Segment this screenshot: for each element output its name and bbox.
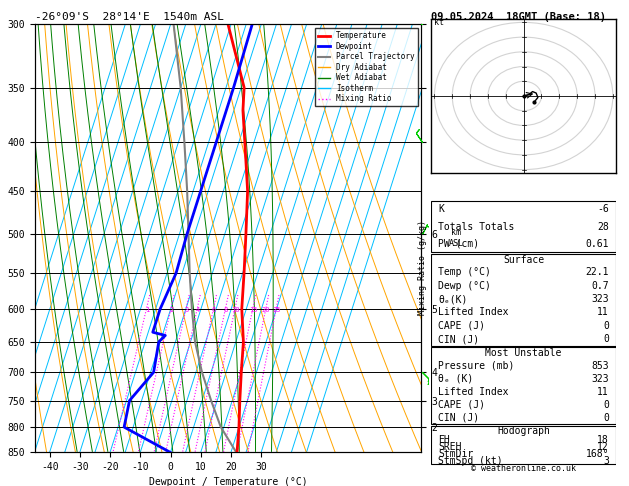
Text: Dewp (°C): Dewp (°C)	[438, 281, 491, 291]
Text: 4: 4	[196, 307, 200, 313]
Text: θₑ (K): θₑ (K)	[438, 374, 474, 384]
Text: Lifted Index: Lifted Index	[438, 308, 509, 317]
Text: CIN (J): CIN (J)	[438, 413, 479, 423]
Text: 6: 6	[212, 307, 216, 313]
Text: -26°09'S  28°14'E  1540m ASL: -26°09'S 28°14'E 1540m ASL	[35, 12, 223, 22]
Text: 323: 323	[591, 294, 609, 304]
Bar	[431, 347, 616, 424]
Text: θₑ(K): θₑ(K)	[438, 294, 468, 304]
Text: 0: 0	[603, 334, 609, 344]
Text: 0: 0	[603, 321, 609, 331]
Text: 28: 28	[598, 222, 609, 231]
Text: 0.7: 0.7	[591, 281, 609, 291]
Text: Pressure (mb): Pressure (mb)	[438, 361, 515, 371]
Bar	[431, 426, 616, 465]
Text: 0: 0	[603, 413, 609, 423]
Legend: Temperature, Dewpoint, Parcel Trajectory, Dry Adiabat, Wet Adiabat, Isotherm, Mi: Temperature, Dewpoint, Parcel Trajectory…	[315, 28, 418, 106]
Text: 2: 2	[169, 307, 174, 313]
Text: StmDir: StmDir	[438, 449, 474, 459]
Text: 8: 8	[224, 307, 228, 313]
Text: 20: 20	[262, 307, 270, 313]
Text: 10: 10	[231, 307, 240, 313]
Text: Hodograph: Hodograph	[497, 426, 550, 436]
Text: Mixing Ratio (g/kg): Mixing Ratio (g/kg)	[418, 220, 426, 315]
Text: 09.05.2024  18GMT (Base: 18): 09.05.2024 18GMT (Base: 18)	[431, 12, 606, 22]
Bar	[431, 201, 616, 252]
Text: StmSpd (kt): StmSpd (kt)	[438, 456, 503, 466]
X-axis label: Dewpoint / Temperature (°C): Dewpoint / Temperature (°C)	[148, 477, 308, 486]
Text: 0.61: 0.61	[586, 239, 609, 249]
Text: PW (cm): PW (cm)	[438, 239, 479, 249]
Text: Most Unstable: Most Unstable	[486, 348, 562, 358]
Text: 1: 1	[145, 307, 149, 313]
Text: 323: 323	[591, 374, 609, 384]
Text: CAPE (J): CAPE (J)	[438, 400, 486, 410]
Text: 853: 853	[591, 361, 609, 371]
Text: 18: 18	[598, 435, 609, 445]
Text: 168°: 168°	[586, 449, 609, 459]
Bar	[431, 254, 616, 346]
Text: 3: 3	[603, 456, 609, 466]
Text: 0: 0	[603, 400, 609, 410]
Text: 22.1: 22.1	[586, 267, 609, 278]
Text: 3: 3	[184, 307, 189, 313]
Text: Lifted Index: Lifted Index	[438, 387, 509, 397]
Text: Surface: Surface	[503, 255, 544, 265]
Y-axis label: km
ASL: km ASL	[449, 228, 464, 248]
Text: 15: 15	[249, 307, 257, 313]
Text: EH: EH	[438, 435, 450, 445]
Text: © weatheronline.co.uk: © weatheronline.co.uk	[471, 464, 576, 473]
Text: CIN (J): CIN (J)	[438, 334, 479, 344]
Text: K: K	[438, 204, 444, 214]
Text: CAPE (J): CAPE (J)	[438, 321, 486, 331]
Text: Totals Totals: Totals Totals	[438, 222, 515, 231]
Text: -6: -6	[598, 204, 609, 214]
Text: 11: 11	[598, 308, 609, 317]
Text: 25: 25	[272, 307, 281, 313]
Text: kt: kt	[435, 18, 445, 27]
Text: Temp (°C): Temp (°C)	[438, 267, 491, 278]
Y-axis label: hPa: hPa	[0, 228, 2, 248]
Text: SREH: SREH	[438, 442, 462, 452]
Text: 11: 11	[598, 387, 609, 397]
Text: 12: 12	[598, 442, 609, 452]
